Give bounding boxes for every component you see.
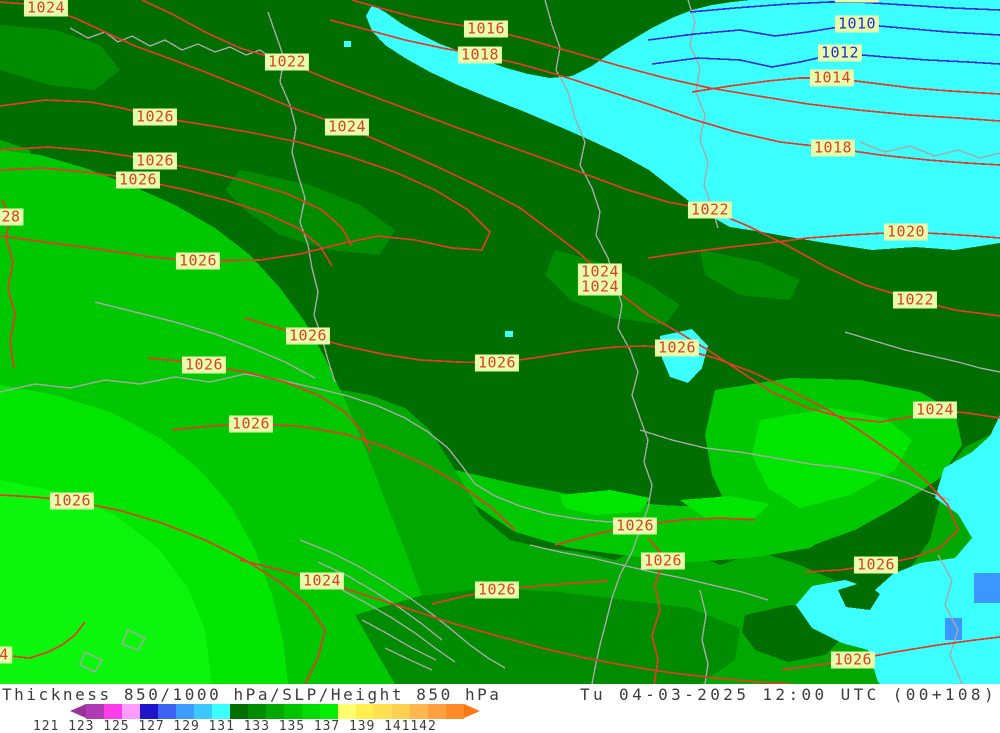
colorbar-left-arrow bbox=[70, 704, 86, 718]
isoline-label: 1026 bbox=[228, 415, 274, 433]
isoline-label: 1026 bbox=[181, 356, 227, 374]
isoline-label: 28 bbox=[0, 208, 24, 226]
isoline-label: 1024 bbox=[324, 118, 370, 136]
isoline-label: 1024 bbox=[23, 0, 69, 17]
colorbar-segment bbox=[392, 704, 410, 719]
isoline-label: 1024 bbox=[912, 401, 958, 419]
colorbar-segment bbox=[284, 704, 302, 719]
map-datetime: Tu 04-03-2025 12:00 UTC (00+108) bbox=[579, 685, 997, 704]
isoline-label: 1026 bbox=[474, 581, 520, 599]
colorbar-segment bbox=[176, 704, 194, 719]
isoline-label: 1012 bbox=[817, 44, 863, 62]
isoline-label: 1026 bbox=[115, 171, 161, 189]
isoline-label: 1020 bbox=[883, 223, 929, 241]
colorbar-segment bbox=[266, 704, 284, 719]
isoline-label: 1026 bbox=[474, 354, 520, 372]
colorbar-segment bbox=[158, 704, 176, 719]
isoline-label: 1022 bbox=[892, 291, 938, 309]
colorbar-segment bbox=[302, 704, 320, 719]
colorbar-segment bbox=[374, 704, 392, 719]
colorbar-segment bbox=[140, 704, 158, 719]
isoline-label: 1024 bbox=[577, 278, 623, 296]
isoline-label: 1010 bbox=[834, 15, 880, 33]
colorbar-segment bbox=[212, 704, 230, 719]
isoline-label: 1026 bbox=[654, 339, 700, 357]
colorbar-segment bbox=[446, 704, 464, 719]
isoline-label: 1018 bbox=[810, 139, 856, 157]
isoline-label: 1026 bbox=[612, 517, 658, 535]
thickness-shading-graphic bbox=[0, 0, 1000, 684]
colorbar-segment bbox=[410, 704, 428, 719]
colorbar-segment bbox=[320, 704, 338, 719]
legend-bar: Thickness 850/1000 hPa/SLP/Height 850 hP… bbox=[0, 684, 1000, 733]
isoline-labels-layer: 1024 1016 1018 1008 1010 1012 1014 1022 1026 1024… bbox=[0, 0, 958, 669]
colorbar-segment bbox=[194, 704, 212, 719]
colorbar-segment bbox=[428, 704, 446, 719]
colorbar-segment bbox=[338, 704, 356, 719]
map-area: 1024 1016 1018 1008 1010 1012 1014 1022 1026 1024… bbox=[0, 0, 1000, 684]
isoline-label: 1026 bbox=[132, 152, 178, 170]
colorbar-ticks: 121 123 125 127 129 131 133 135 137 139 … bbox=[33, 719, 437, 733]
isoline-label: 1024 bbox=[299, 572, 345, 590]
colorbar-segment bbox=[122, 704, 140, 719]
colorbar-segment bbox=[230, 704, 248, 719]
isoline-label: 1026 bbox=[285, 327, 331, 345]
isoline-label: 1014 bbox=[809, 69, 855, 87]
isoline-label: 1022 bbox=[264, 53, 310, 71]
isoline-label: 1026 bbox=[640, 552, 686, 570]
colorbar-segments bbox=[86, 704, 464, 719]
isoline-label: 1026 bbox=[49, 492, 95, 510]
isoline-label: 1018 bbox=[457, 46, 503, 64]
isoline-label: 1008 bbox=[834, 0, 880, 3]
isoline-label: 1022 bbox=[687, 201, 733, 219]
isoline-label: 1026 bbox=[132, 108, 178, 126]
colorbar-segment bbox=[86, 704, 104, 719]
isoline-label: 1026 bbox=[175, 252, 221, 270]
thickness-colorbar bbox=[70, 704, 480, 719]
colorbar-segment bbox=[248, 704, 266, 719]
isoline-label: 1026 bbox=[830, 651, 876, 669]
colorbar-segment bbox=[356, 704, 374, 719]
isoline-label: 1026 bbox=[853, 556, 899, 574]
isoline-label: 4 bbox=[0, 646, 12, 664]
isoline-label: 1024 bbox=[577, 263, 623, 281]
colorbar-segment bbox=[104, 704, 122, 719]
map-title: Thickness 850/1000 hPa/SLP/Height 850 hP… bbox=[2, 685, 502, 704]
isoline-label: 1016 bbox=[463, 20, 509, 38]
colorbar-right-arrow bbox=[464, 704, 480, 718]
